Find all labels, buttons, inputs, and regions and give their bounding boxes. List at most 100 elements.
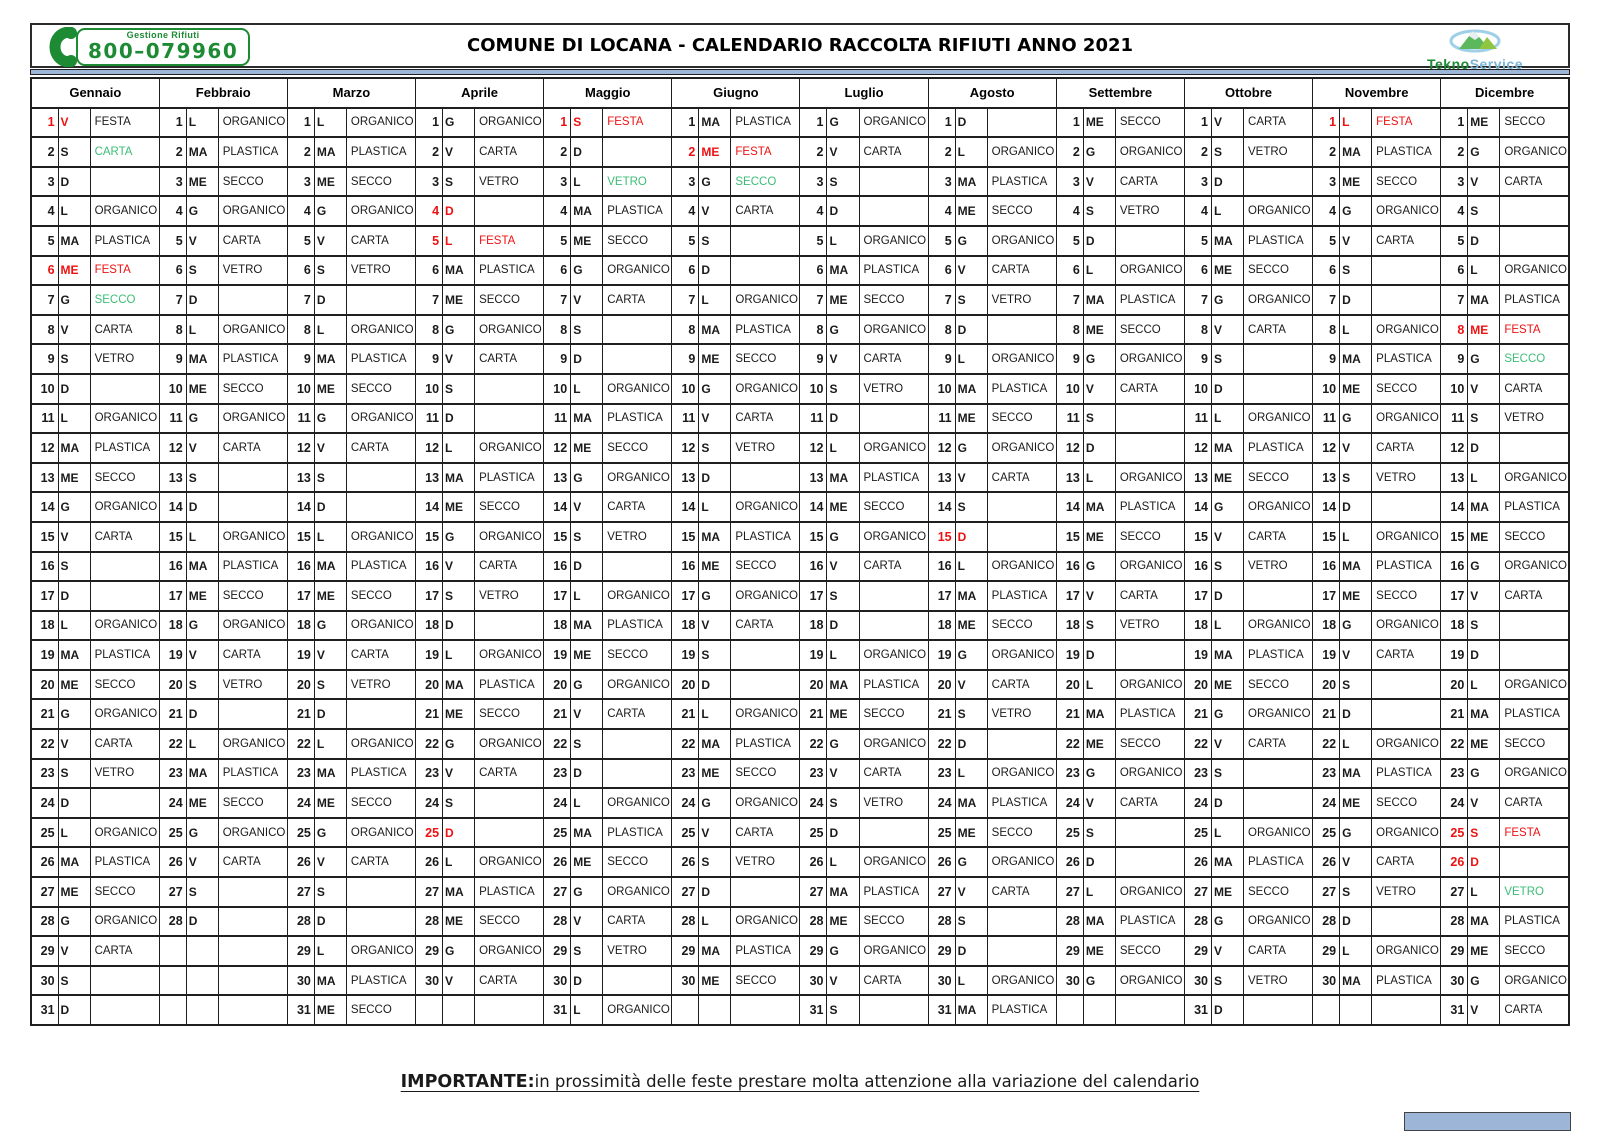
waste-cell: PLASTICA (1499, 698, 1570, 731)
empty-weekday-cell (442, 994, 476, 1026)
day-number-cell: 11 (543, 402, 572, 435)
day-number-cell: 5 (543, 224, 572, 257)
phone-number: 800–079960 (88, 38, 239, 63)
day-number-cell: 2 (1440, 136, 1469, 168)
weekday-cell: V (826, 136, 860, 168)
waste-cell (858, 994, 929, 1026)
weekday-cell: S (1082, 195, 1116, 227)
day-number-cell: 2 (927, 136, 956, 168)
waste-cell: CARTA (474, 757, 545, 790)
weekday-cell: MA (1210, 224, 1245, 257)
waste-cell: SECCO (217, 372, 288, 405)
weekday-cell: V (313, 224, 347, 257)
day-number-cell: 15 (1440, 520, 1469, 553)
waste-cell (474, 402, 545, 435)
waste-cell (1114, 432, 1185, 464)
day-number-cell: 29 (1183, 935, 1212, 967)
day-number-cell: 10 (286, 372, 315, 405)
calendar-row-1: 1 V FESTA 1 L ORGANICO 1 L ORGANICO 1 G ORGANICO 1 S F… (30, 106, 1570, 139)
day-number-cell: 7 (1183, 284, 1212, 316)
waste-cell (1499, 195, 1570, 227)
waste-cell (89, 550, 160, 583)
waste-cell: CARTA (474, 343, 545, 375)
weekday-cell: S (185, 254, 219, 287)
day-number-cell: 4 (30, 195, 59, 227)
weekday-cell: V (185, 432, 219, 464)
day-number-cell: 7 (671, 284, 700, 316)
weekday-cell: D (570, 343, 604, 375)
day-number-cell: 31 (286, 994, 315, 1026)
waste-cell: ORGANICO (217, 816, 288, 849)
weekday-cell: V (1467, 165, 1501, 198)
waste-cell (1371, 254, 1442, 287)
waste-cell: CARTA (345, 639, 417, 671)
waste-cell: CARTA (730, 816, 801, 849)
day-number-cell: 17 (286, 580, 315, 612)
weekday-cell: L (1339, 106, 1373, 139)
month-header-settembre: Settembre (1055, 77, 1185, 109)
waste-cell: ORGANICO (1243, 284, 1314, 316)
waste-cell: CARTA (1371, 224, 1442, 257)
waste-cell: ORGANICO (1371, 402, 1442, 435)
waste-cell: CARTA (89, 136, 160, 168)
waste-cell: ORGANICO (345, 106, 417, 139)
weekday-cell: ME (826, 491, 860, 523)
empty-waste-cell (217, 964, 288, 997)
weekday-cell: G (1082, 343, 1116, 375)
waste-cell: VETRO (1499, 876, 1570, 908)
waste-cell: ORGANICO (730, 698, 801, 731)
weekday-cell: G (185, 609, 219, 642)
weekday-cell: D (1210, 165, 1245, 198)
weekday-cell: L (57, 195, 91, 227)
weekday-cell: V (698, 816, 732, 849)
waste-cell: PLASTICA (1371, 757, 1442, 790)
weekday-cell: L (698, 491, 732, 523)
waste-cell: CARTA (1243, 106, 1314, 139)
day-number-cell: 27 (1055, 876, 1084, 908)
day-number-cell: 8 (1183, 313, 1212, 346)
weekday-cell: V (57, 106, 91, 139)
waste-cell: ORGANICO (345, 313, 417, 346)
weekday-cell: ME (1467, 728, 1501, 760)
day-number-cell: 6 (158, 254, 187, 287)
weekday-cell: MA (698, 106, 732, 139)
waste-cell: CARTA (602, 905, 673, 938)
waste-cell: PLASTICA (474, 254, 545, 287)
empty-day-cell (158, 935, 187, 967)
day-number-cell: 30 (799, 964, 828, 997)
weekday-cell: MA (954, 580, 988, 612)
day-number-cell: 4 (1440, 195, 1469, 227)
weekday-cell: ME (1210, 876, 1245, 908)
weekday-cell: G (826, 728, 860, 760)
day-number-cell: 8 (1055, 313, 1084, 346)
day-number-cell: 3 (1183, 165, 1212, 198)
day-number-cell: 16 (1183, 550, 1212, 583)
weekday-cell: S (954, 698, 988, 731)
weekday-cell: V (698, 402, 732, 435)
empty-day-cell (415, 994, 444, 1026)
weekday-cell: MA (698, 935, 732, 967)
waste-cell: PLASTICA (986, 165, 1057, 198)
day-number-cell: 21 (1312, 698, 1341, 731)
weekday-cell: S (826, 372, 860, 405)
calendar-row-14: 14 G ORGANICO 14 D 14 D 14 ME SECCO 14 V CARTA 14 L ORG… (30, 491, 1570, 523)
waste-cell: ORGANICO (345, 520, 417, 553)
weekday-cell: MA (570, 195, 604, 227)
weekday-cell: MA (1467, 905, 1501, 938)
phone-box: Gestione Rifiuti 800–079960 (76, 28, 251, 66)
day-number-cell: 14 (1055, 491, 1084, 523)
weekday-cell: V (698, 609, 732, 642)
weekday-cell: D (185, 491, 219, 523)
waste-cell: ORGANICO (474, 935, 545, 967)
waste-cell: SECCO (602, 846, 673, 879)
day-number-cell: 26 (1055, 846, 1084, 879)
waste-cell (602, 550, 673, 583)
day-number-cell: 23 (158, 757, 187, 790)
waste-cell: ORGANICO (217, 313, 288, 346)
weekday-cell: G (442, 106, 476, 139)
waste-cell (1371, 668, 1442, 701)
weekday-cell: D (442, 195, 476, 227)
weekday-cell: D (954, 728, 988, 760)
waste-cell: PLASTICA (217, 136, 288, 168)
weekday-cell: MA (313, 343, 347, 375)
